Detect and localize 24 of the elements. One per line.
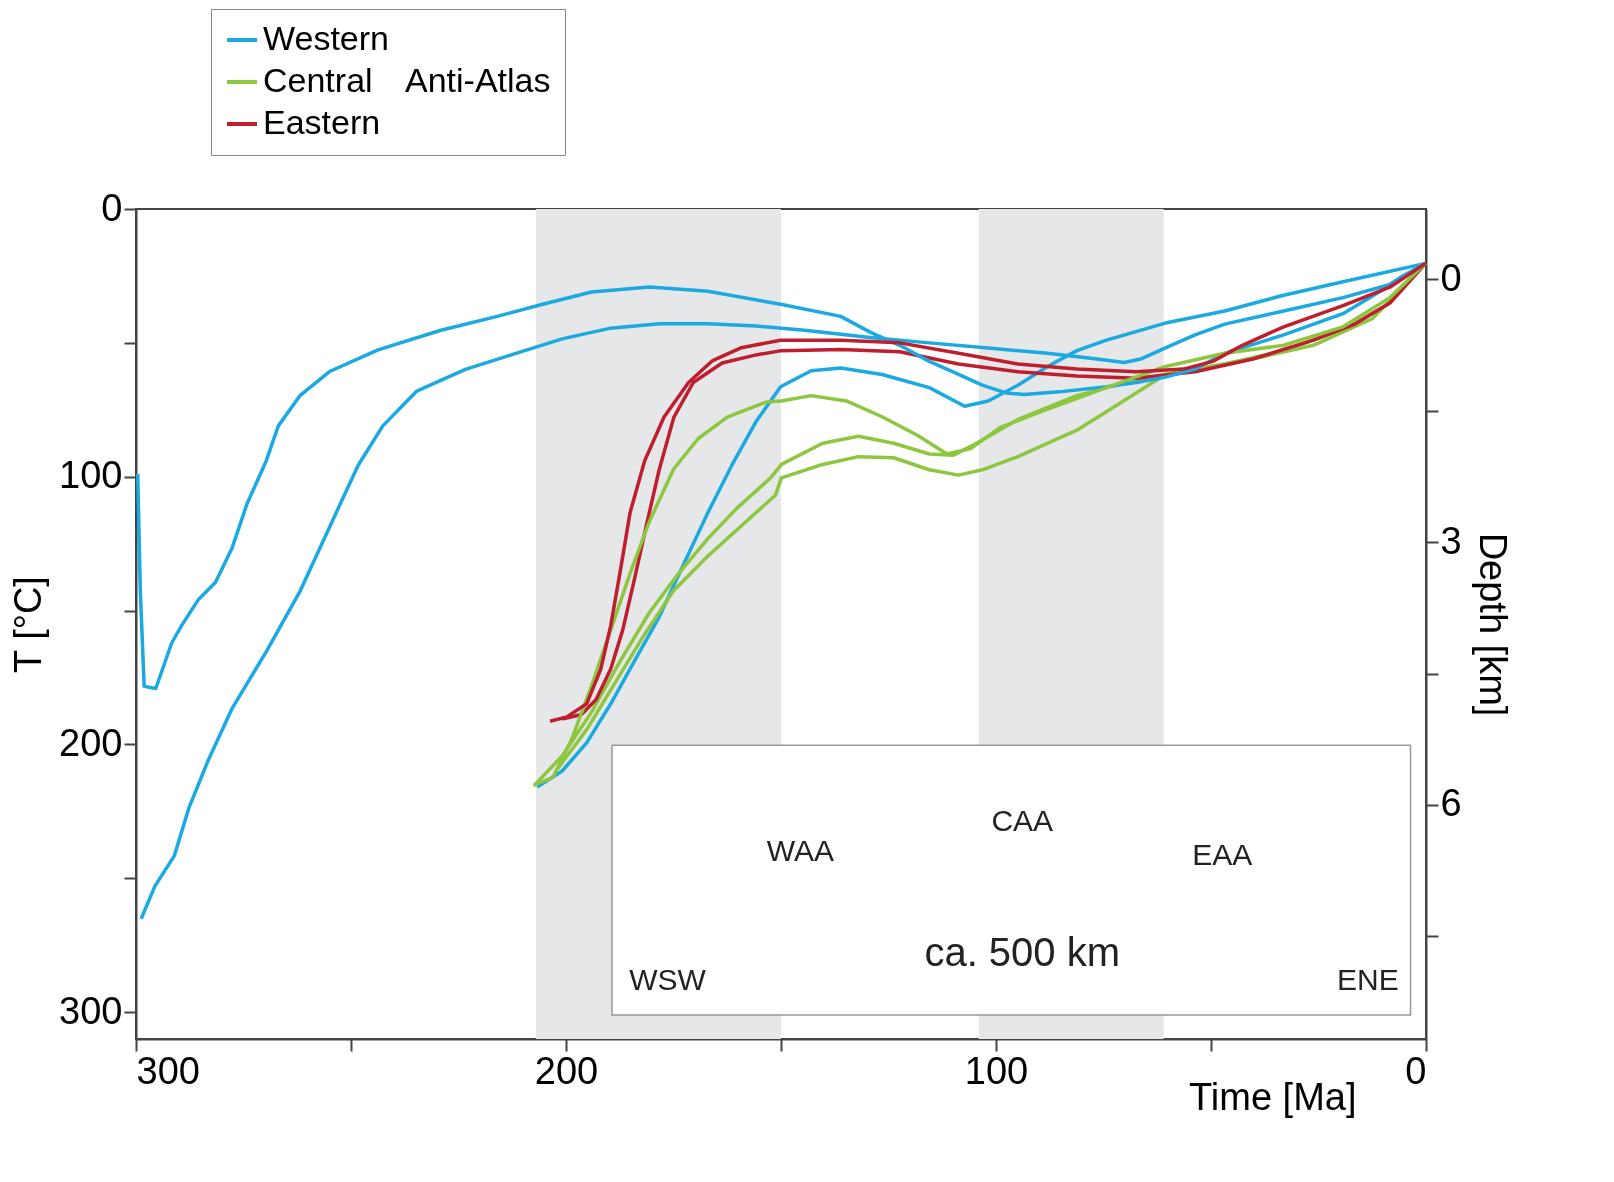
y2-axis-title: Depth [km]: [1471, 532, 1514, 717]
annotation: EAA: [1192, 837, 1253, 871]
x-tick-label: 100: [964, 1049, 1029, 1092]
annotation: WAA: [766, 834, 834, 868]
x-axis-title: Time [Ma]: [1189, 1075, 1357, 1118]
annotation: ENE: [1337, 962, 1399, 996]
y-tick-label: 100: [59, 454, 123, 497]
x-tick-label: 300: [136, 1049, 200, 1092]
legend-label: Eastern: [263, 103, 381, 141]
x-tick-label: 0: [1405, 1049, 1427, 1092]
x-tick-label: 200: [534, 1049, 599, 1092]
legend-title: Anti-Atlas: [405, 61, 551, 99]
y-axis-title: T [°C]: [7, 576, 50, 673]
annotation: ca. 500 km: [924, 929, 1121, 974]
legend-label: Central: [263, 61, 373, 99]
y2-tick-label: 3: [1440, 519, 1462, 562]
annotation: CAA: [991, 803, 1054, 837]
y2-tick-label: 0: [1440, 256, 1462, 299]
y2-tick-label: 6: [1440, 782, 1462, 825]
annotation: WSW: [629, 962, 707, 996]
y-tick-label: 0: [101, 186, 123, 229]
y-tick-label: 200: [59, 721, 123, 764]
legend-label: Western: [263, 19, 389, 57]
y-tick-label: 300: [59, 989, 123, 1032]
